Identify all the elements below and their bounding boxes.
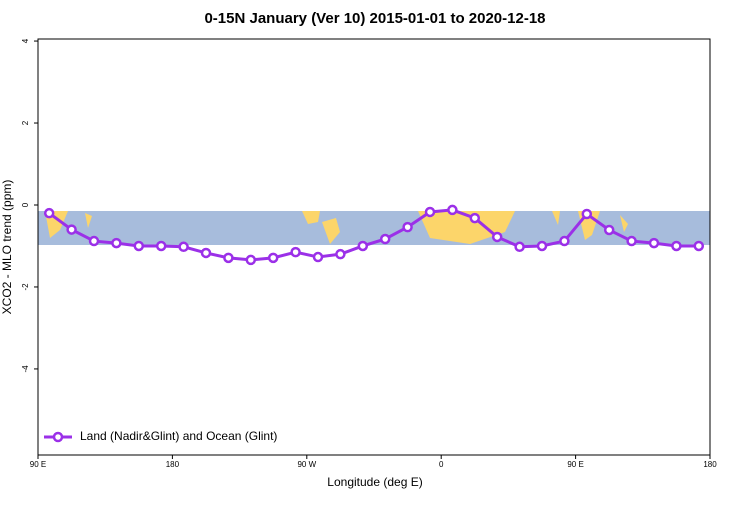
point (357, 240, 369, 252)
point (312, 251, 324, 263)
point (223, 252, 234, 264)
point (88, 235, 100, 247)
point (671, 240, 682, 252)
point (559, 235, 570, 247)
chart-title: 0-15N January (Ver 10) 2015-01-01 to 202… (204, 10, 545, 27)
point (402, 221, 413, 233)
x-tick-label: 180 (166, 460, 180, 469)
point (178, 241, 189, 253)
x-tick-label: 90 W (297, 460, 316, 469)
y-tick-label: 2 (21, 120, 30, 125)
y-tick-label: -4 (21, 365, 30, 373)
point (335, 248, 346, 260)
x-tick-label: 90 E (30, 460, 46, 469)
point (536, 240, 548, 252)
y-axis-label: XCO2 - MLO trend (ppm) (0, 180, 14, 315)
point (290, 246, 301, 258)
point (693, 240, 705, 252)
legend-label: Land (Nadir&Glint) and Ocean (Glint) (80, 429, 277, 443)
point (514, 241, 525, 253)
point (626, 235, 637, 247)
x-tick-label: 0 (439, 460, 444, 469)
point (447, 204, 458, 216)
point (469, 212, 481, 224)
point (603, 224, 615, 236)
point (66, 224, 77, 235)
y-tick-label: 0 (21, 202, 30, 207)
point (424, 206, 436, 218)
point (200, 247, 212, 259)
legend-point (52, 431, 64, 443)
point (491, 231, 503, 243)
point (133, 240, 145, 252)
y-tick-label: -2 (21, 283, 30, 291)
land-shapes (45, 211, 628, 244)
point (267, 252, 279, 264)
point (245, 254, 257, 266)
x-tick-label: 180 (703, 460, 717, 469)
point (648, 237, 660, 249)
point (43, 207, 55, 219)
point (581, 208, 593, 220)
y-tick-label: 4 (21, 38, 30, 43)
point (155, 240, 167, 252)
plot-frame (37, 38, 711, 456)
x-axis-label: Longitude (deg E) (327, 475, 422, 489)
x-tick-label: 90 E (567, 460, 583, 469)
point (379, 233, 391, 245)
point (111, 237, 122, 249)
